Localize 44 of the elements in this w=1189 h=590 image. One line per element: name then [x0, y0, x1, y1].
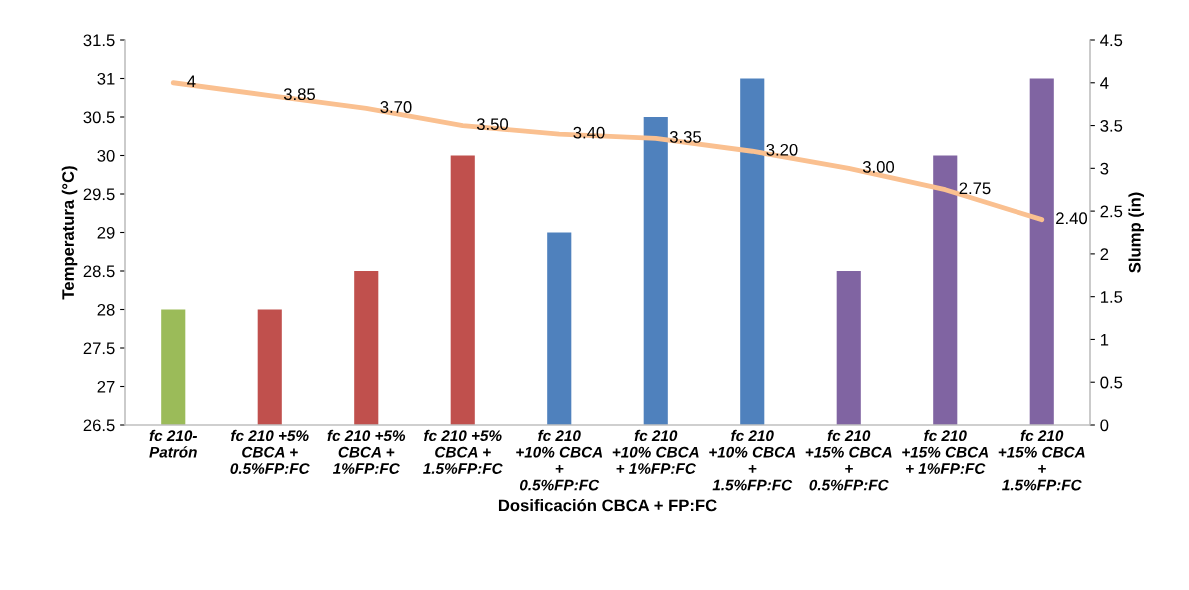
x-tick-label: fc 210 +10% CBCA + 0.5%FP:FC — [516, 429, 603, 491]
x-tick-label: fc 210 +15% CBCA + 1.5%FP:FC — [998, 429, 1085, 491]
data-label: 2.40 — [1056, 212, 1088, 225]
data-label: 3.00 — [862, 161, 895, 173]
x-tick-label: fc 210- Patrón — [149, 429, 198, 458]
x-tick-label: fc 210 +10% CBCA + 1.5%FP:FC — [709, 429, 796, 491]
y2-tick-label: 2 — [1100, 248, 1109, 260]
data-label: 3.70 — [380, 101, 412, 113]
y2-tick-label: 3.5 — [1100, 119, 1123, 132]
y-axis-title: Temperatura (°C) — [61, 166, 78, 300]
y2-tick-label: 1 — [1100, 334, 1109, 346]
data-label: 2.75 — [959, 182, 991, 195]
data-label: 4 — [187, 75, 196, 88]
x-tick-label: fc 210 +10% CBCA + 1%FP:FC — [612, 429, 699, 474]
y-tick-label: 26.5 — [83, 419, 115, 432]
data-label: 3.20 — [766, 143, 798, 156]
y2-tick-label: 0.5 — [1100, 376, 1123, 389]
y-tick-label: 28 — [97, 303, 115, 316]
y-tick-label: 27 — [97, 380, 115, 393]
y2-tick-label: 4 — [1100, 77, 1109, 89]
x-tick-label: fc 210 +15% CBCA + 0.5%FP:FC — [805, 429, 892, 491]
x-tick-label: fc 210 +5% CBCA + 1.5%FP:FC — [423, 429, 503, 474]
x-tick-label: fc 210 +5% CBCA + 1%FP:FC — [327, 429, 406, 474]
y2-tick-label: 4.5 — [1100, 34, 1123, 47]
y2-tick-label: 2.5 — [1100, 205, 1123, 218]
data-label: 3.85 — [283, 88, 315, 101]
y2-tick-label: 1.5 — [1100, 291, 1123, 303]
y2-axis-title: Slump (in) — [1128, 192, 1144, 273]
data-label: 3.40 — [573, 126, 605, 139]
y-tick-label: 31 — [97, 72, 115, 85]
x-axis-title: Dosificación CBCA + FP:FC — [498, 498, 717, 512]
x-tick-label: fc 210 +15% CBCA + 1%FP:FC — [902, 429, 989, 474]
data-label: 3.50 — [476, 118, 509, 131]
y-tick-label: 29 — [97, 226, 115, 239]
data-label: 3.35 — [669, 131, 701, 143]
x-tick-label: fc 210 +5% CBCA + 0.5%FP:FC — [230, 429, 310, 474]
y2-tick-label: 3 — [1100, 162, 1109, 175]
y-tick-label: 31.5 — [83, 34, 115, 47]
y-tick-label: 27.5 — [83, 342, 115, 355]
y2-tick-label: 0 — [1100, 419, 1109, 432]
y-tick-label: 30 — [97, 149, 115, 162]
y-tick-label: 30.5 — [83, 111, 115, 124]
y-tick-label: 28.5 — [83, 265, 115, 278]
y-tick-label: 29.5 — [83, 188, 115, 201]
